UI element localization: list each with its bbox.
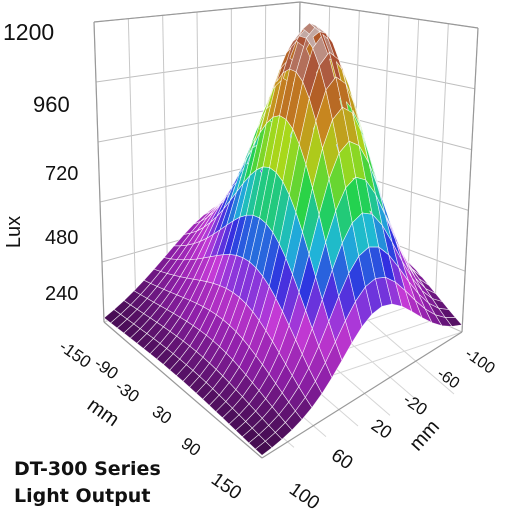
z-tick-1200: 1200 (3, 19, 54, 45)
x-tick-neg150: -150 (56, 337, 95, 372)
surface-cell (444, 317, 463, 327)
x-axis-label: mm (83, 394, 123, 431)
z-axis-label: Lux (3, 216, 25, 248)
grid-line (433, 23, 449, 320)
z-tick-240: 240 (45, 283, 78, 305)
caption-line-2: Light Output (14, 485, 151, 507)
y-tick-100: 100 (285, 479, 323, 514)
grid-line (406, 19, 420, 308)
chart-caption: DT-300 Series Light Output (14, 456, 161, 510)
z-tick-480: 480 (45, 227, 78, 249)
x-tick-150: 150 (207, 469, 245, 504)
box-edge (261, 331, 463, 459)
box-edge (103, 321, 263, 459)
x-tick-30: 30 (149, 402, 175, 428)
box-edge (93, 21, 105, 323)
x-tick-neg90: -90 (91, 354, 122, 384)
light-output-surface (103, 22, 463, 456)
caption-line-1: DT-300 Series (14, 458, 161, 480)
z-tick-720: 720 (45, 163, 78, 185)
y-tick-neg100: -100 (462, 345, 498, 377)
x-tick-neg30: -30 (112, 377, 143, 407)
y-tick-60: 60 (327, 445, 356, 474)
box-edge (461, 27, 479, 333)
y-tick-20: 20 (368, 415, 396, 443)
y-tick-neg20: -20 (400, 390, 431, 420)
y-tick-neg60: -60 (434, 365, 463, 392)
z-tick-960: 960 (33, 92, 70, 117)
y-axis-label: mm (405, 416, 444, 455)
x-tick-90: 90 (178, 434, 204, 460)
box-edge (93, 1, 301, 23)
grid-line (127, 18, 137, 312)
box-edge (299, 1, 479, 29)
z-axis-ticks: 240 480 720 960 1200 (3, 19, 78, 305)
grid-line (162, 15, 169, 301)
